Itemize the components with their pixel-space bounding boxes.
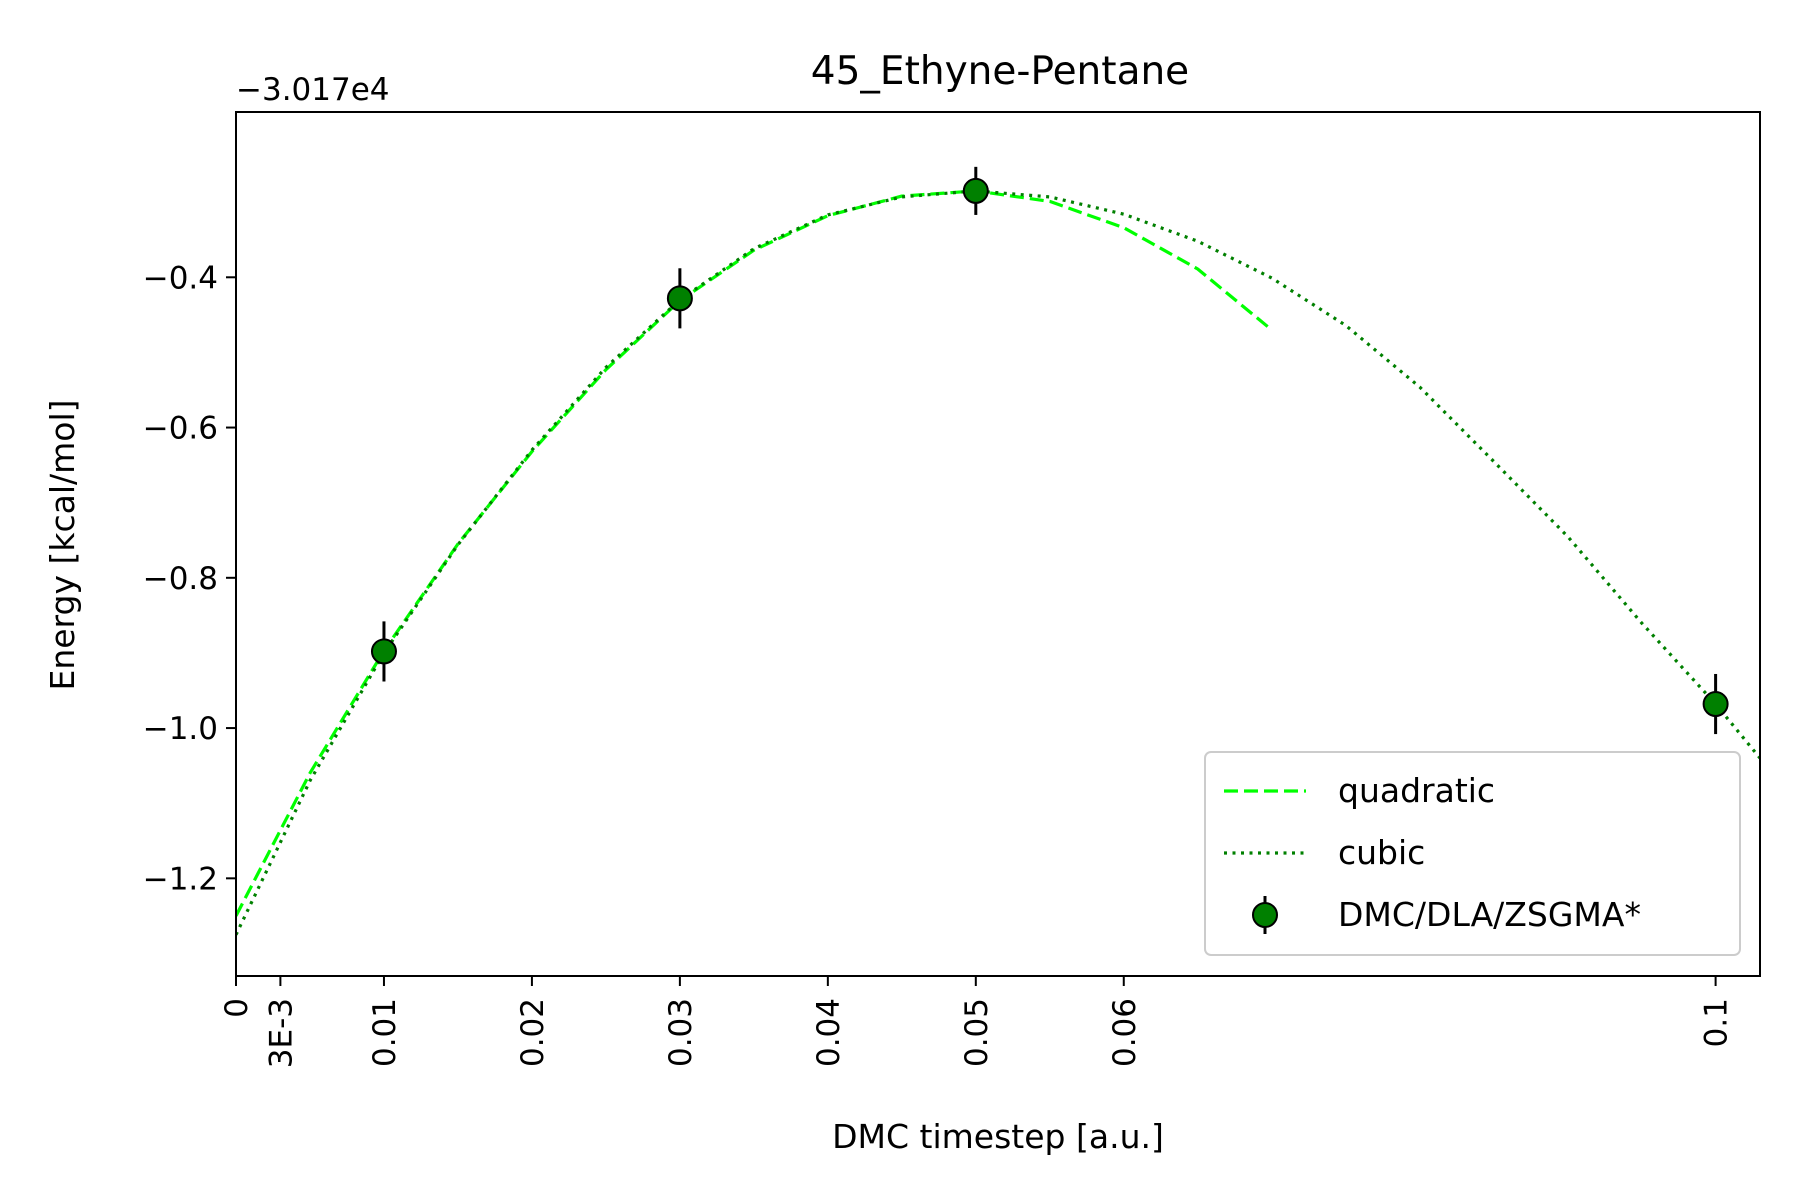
- x-tick-label: 0.03: [663, 998, 699, 1067]
- legend-cubic-label: cubic: [1338, 833, 1425, 872]
- y-tick-label: −0.6: [143, 411, 218, 447]
- x-tick-label: 0.01: [367, 998, 403, 1067]
- x-axis: 0 3E-3 0.01 0.02 0.03 0.04 0.05 0.06 0.1: [219, 976, 1735, 1068]
- y-tick-label: −1.0: [143, 711, 218, 747]
- chart-title: 45_Ethyne-Pentane: [811, 49, 1189, 94]
- legend-points-marker: [1252, 902, 1278, 928]
- data-point: [1702, 691, 1729, 718]
- legend: quadratic cubic DMC/DLA/ZSGMA*: [1204, 751, 1741, 956]
- series-cubic-line: [236, 189, 1760, 936]
- y-tick-label: −0.8: [143, 561, 218, 597]
- data-point: [962, 177, 989, 204]
- points-layer: [370, 166, 1729, 735]
- y-offset-text: −3.017e4: [236, 72, 390, 108]
- x-tick-label: 0.06: [1107, 998, 1143, 1067]
- legend-box: [1204, 751, 1741, 956]
- x-tick-label: 0.04: [811, 998, 847, 1067]
- y-axis-label: Energy [kcal/mol]: [43, 399, 82, 690]
- x-tick-label: 0.1: [1699, 998, 1735, 1047]
- x-tick-label: 0.05: [959, 998, 995, 1067]
- data-point: [666, 285, 693, 312]
- plot-frame: [235, 111, 1761, 977]
- y-tick-label: −1.2: [143, 861, 218, 897]
- series-layer: [236, 189, 1760, 936]
- x-tick-label: 0: [219, 998, 255, 1018]
- y-tick-label: −0.4: [143, 260, 218, 296]
- data-point: [370, 638, 397, 665]
- y-axis: −0.4 −0.6 −0.8 −1.0 −1.2: [143, 260, 236, 897]
- legend-points-label: DMC/DLA/ZSGMA*: [1338, 895, 1641, 934]
- legend-quadratic-label: quadratic: [1338, 771, 1495, 810]
- x-axis-label: DMC timestep [a.u.]: [832, 1117, 1164, 1156]
- x-tick-label: 0.02: [515, 998, 551, 1067]
- x-tick-label: 3E-3: [263, 998, 299, 1068]
